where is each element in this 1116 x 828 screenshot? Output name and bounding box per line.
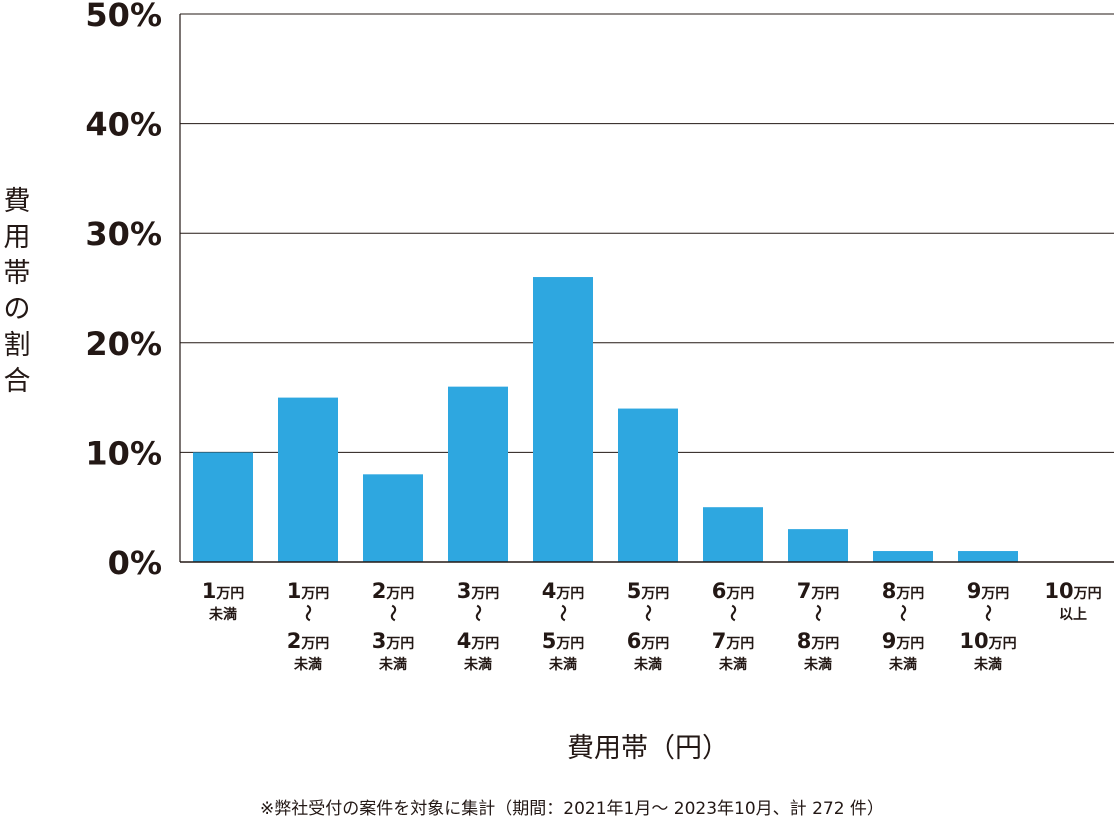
x-tick-tilde: ～ (552, 605, 572, 622)
x-tick-qualifier: 未満 (634, 656, 662, 673)
x-tick-from: 4万円 (542, 579, 585, 603)
x-tick-from: 1万円 (287, 579, 330, 603)
y-tick-label: 20% (85, 325, 162, 363)
x-tick-tilde: ～ (722, 605, 742, 622)
bar (958, 551, 1018, 562)
x-tick-to: 4万円 (457, 629, 500, 653)
bars (193, 277, 1018, 562)
bar (873, 551, 933, 562)
x-tick-tilde: ～ (467, 605, 487, 622)
x-tick-qualifier: 未満 (294, 656, 322, 673)
bar (703, 507, 763, 562)
x-tick-from: 2万円 (372, 579, 415, 603)
y-tick-labels: 0% 10% 20% 30% 40% 50% (85, 0, 162, 582)
grid-lines (180, 13, 1114, 453)
x-tick-from: 3万円 (457, 579, 500, 603)
x-tick-qualifier: 未満 (464, 656, 492, 673)
bar (448, 386, 508, 562)
x-tick-qualifier: 未満 (209, 606, 237, 623)
x-tick-tilde: ～ (807, 605, 827, 622)
footnote: ※弊社受付の案件を対象に集計（期間：2021年1月～ 2023年10月、計 27… (260, 799, 884, 819)
y-tick-label: 0% (108, 544, 162, 582)
bar (618, 408, 678, 562)
x-tick-qualifier: 以上 (1059, 607, 1087, 623)
x-tick-tilde: ～ (892, 605, 912, 622)
x-axis-title: 費用帯（円） (567, 733, 729, 764)
x-tick-from: 5万円 (627, 579, 670, 603)
bar (788, 529, 848, 562)
x-tick-tilde: ～ (382, 605, 402, 622)
y-axis-title-text: 費用帯の割合 (4, 186, 31, 397)
y-tick-label: 30% (85, 215, 162, 253)
x-tick-to: 3万円 (372, 629, 415, 653)
x-tick-from: 9万円 (967, 579, 1010, 603)
bar (278, 397, 338, 562)
y-tick-label: 10% (85, 434, 162, 472)
x-tick-to: 5万円 (542, 629, 585, 653)
x-tick-tilde: ～ (977, 605, 997, 622)
x-tick-from: 7万円 (797, 579, 840, 603)
x-tick-from: 1万円 (202, 579, 245, 603)
x-tick-to: 7万円 (712, 629, 755, 653)
x-tick-labels: 1万円未満1万円～2万円未満2万円～3万円未満3万円～4万円未満4万円～5万円未… (202, 579, 1102, 673)
x-tick-to: 8万円 (797, 629, 840, 653)
x-tick-qualifier: 未満 (379, 656, 407, 673)
bar (533, 277, 593, 562)
y-axis-title: 費用帯の割合 (4, 186, 31, 397)
x-tick-from: 8万円 (882, 579, 925, 603)
x-tick-qualifier: 未満 (719, 656, 747, 673)
y-tick-label: 50% (85, 0, 162, 34)
y-tick-label: 40% (85, 106, 162, 144)
x-tick-qualifier: 未満 (549, 656, 577, 673)
bar (363, 474, 423, 562)
axes (179, 14, 1114, 563)
x-tick-from: 10万円 (1044, 579, 1101, 603)
x-tick-to: 2万円 (287, 629, 330, 653)
x-tick-to: 10万円 (959, 629, 1016, 653)
x-tick-to: 9万円 (882, 629, 925, 653)
x-tick-qualifier: 未満 (804, 656, 832, 673)
x-tick-qualifier: 未満 (889, 656, 917, 673)
x-tick-tilde: ～ (637, 605, 657, 622)
bar (193, 452, 253, 562)
x-tick-tilde: ～ (297, 605, 317, 622)
x-tick-to: 6万円 (627, 629, 670, 653)
x-tick-from: 6万円 (712, 579, 755, 603)
x-tick-qualifier: 未満 (974, 656, 1002, 673)
